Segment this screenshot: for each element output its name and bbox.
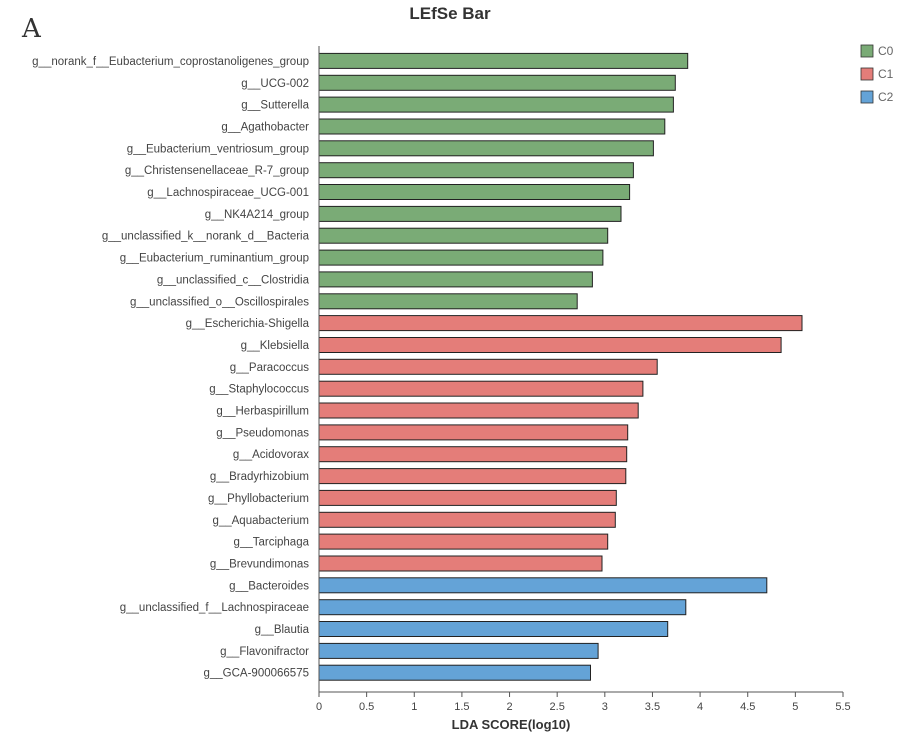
- bar: [318, 118, 666, 135]
- category-label: g__Sutterella: [241, 100, 309, 112]
- bar: [318, 205, 622, 222]
- bar: [318, 380, 644, 397]
- bar: [318, 337, 782, 353]
- bar: [318, 664, 591, 681]
- category-label: g__Paracoccus: [230, 362, 310, 374]
- bar: [318, 293, 578, 310]
- category-label: g__GCA-900066575: [204, 668, 310, 680]
- category-label: g__Bradyrhizobium: [210, 471, 309, 483]
- x-tick-label: 4.5: [740, 701, 755, 713]
- chart-title: LEfSe Bar: [409, 4, 491, 23]
- category-label: g__unclassified_c__Clostridia: [157, 274, 310, 286]
- legend-label: C1: [878, 67, 894, 81]
- bar: [318, 271, 593, 288]
- x-tick-label: 3.5: [645, 701, 660, 713]
- x-tick-label: 2.5: [550, 701, 565, 713]
- x-axis-title: LDA SCORE(log10): [452, 717, 571, 732]
- x-tick-label: 1: [411, 701, 417, 713]
- x-axis: 0 0.5 1 1.5 2 2.5 3 3.5 4 4.5 5 5.5 LDA SCORE(log10): [316, 46, 851, 732]
- bar: [318, 424, 629, 441]
- bar: [318, 446, 628, 463]
- category-label: g__Klebsiella: [241, 340, 310, 352]
- bar: [318, 402, 639, 419]
- x-tick-label: 0.5: [359, 701, 374, 713]
- category-label: g__NK4A214_group: [205, 209, 309, 221]
- category-label: g__unclassified_k__norank_d__Bacteria: [102, 231, 310, 243]
- bar: [318, 555, 603, 572]
- legend: C0 C1 C2: [860, 44, 894, 104]
- panel-letter: A: [22, 14, 41, 44]
- category-label: g__Herbaspirillum: [216, 406, 309, 418]
- category-label: g__Blautia: [255, 624, 310, 636]
- category-label: g__unclassified_f__Lachnospiraceae: [120, 602, 309, 614]
- category-label: g__UCG-002: [241, 78, 309, 90]
- bar: [318, 184, 631, 200]
- category-label: g__norank_f__Eubacterium_coprostanoligen…: [32, 56, 309, 68]
- bar: [318, 577, 768, 594]
- bar: [318, 511, 616, 528]
- x-tick-label: 2: [506, 701, 512, 713]
- category-label: g__Bacteroides: [229, 580, 309, 592]
- category-label: g__Aquabacterium: [212, 515, 309, 527]
- x-tick-label: 3: [602, 701, 608, 713]
- category-label: g__unclassified_o__Oscillospirales: [130, 296, 309, 308]
- category-label: g__Lachnospiraceae_UCG-001: [147, 187, 309, 199]
- category-label: g__Escherichia-Shigella: [186, 318, 310, 330]
- x-tick-label: 0: [316, 701, 322, 713]
- bar: [318, 74, 676, 91]
- legend-label: C2: [878, 90, 894, 104]
- category-label: g__Christensenellaceae_R-7_group: [125, 165, 309, 177]
- legend-swatch: [860, 44, 874, 58]
- bar: [318, 533, 609, 550]
- bar: [318, 358, 658, 375]
- bar: [318, 489, 617, 506]
- bar: [318, 140, 654, 157]
- legend-swatch: [860, 67, 874, 81]
- category-label: g__Eubacterium_ruminantium_group: [120, 253, 309, 265]
- category-label: g__Phyllobacterium: [208, 493, 309, 505]
- x-tick-label: 4: [697, 701, 703, 713]
- bar: [318, 315, 803, 332]
- category-label: g__Agathobacter: [221, 122, 309, 134]
- legend-label: C0: [878, 44, 894, 58]
- category-label: g__Acidovorax: [233, 449, 309, 461]
- bar: [318, 599, 687, 616]
- category-label: g__Brevundimonas: [210, 559, 309, 571]
- bar: [318, 96, 674, 113]
- bar: [318, 52, 689, 69]
- bar: [318, 162, 634, 179]
- category-label: g__Pseudomonas: [216, 427, 309, 439]
- bar: [318, 227, 609, 244]
- legend-swatch: [860, 90, 874, 104]
- bar: [318, 621, 669, 637]
- bar: [318, 642, 599, 659]
- bar: [318, 249, 604, 266]
- x-tick-label: 1.5: [454, 701, 469, 713]
- x-tick-label: 5: [792, 701, 798, 713]
- x-tick-label: 5.5: [835, 701, 850, 713]
- category-label: g__Eubacterium_ventriosum_group: [127, 143, 309, 155]
- category-label: g__Flavonifractor: [220, 646, 309, 658]
- bars-layer: [318, 52, 803, 681]
- category-labels: g__norank_f__Eubacterium_coprostanoligen…: [32, 56, 309, 680]
- category-label: g__Tarciphaga: [234, 537, 310, 549]
- category-label: g__Staphylococcus: [209, 384, 309, 396]
- bar: [318, 468, 627, 485]
